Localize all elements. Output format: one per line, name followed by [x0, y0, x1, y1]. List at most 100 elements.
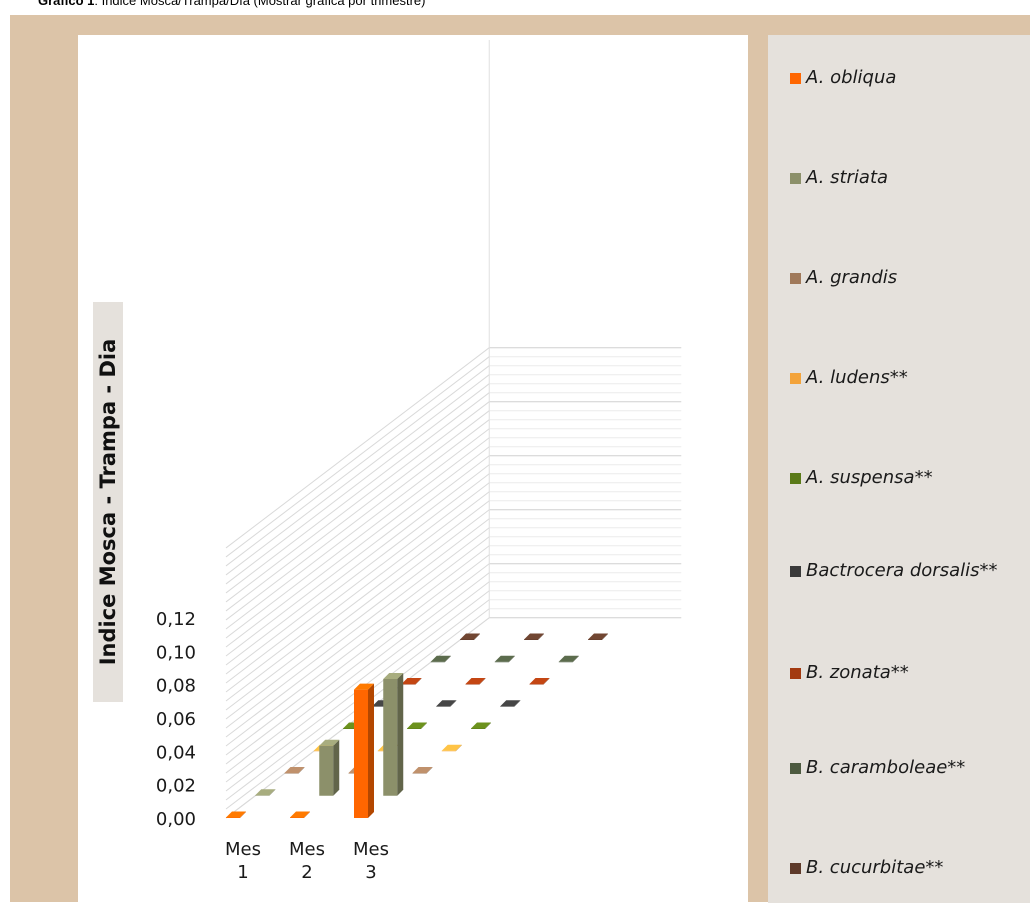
x-category-label: 3: [365, 862, 376, 883]
legend-item: A. striata: [790, 165, 1020, 190]
legend-item: A. obliqua: [790, 65, 1020, 90]
bar-top: [284, 767, 305, 773]
bar-top: [494, 655, 515, 662]
legend-swatch: [790, 763, 801, 774]
side-wall-gridline: [225, 347, 490, 549]
bar-front: [460, 639, 474, 640]
side-wall-gridline: [225, 392, 490, 594]
bar-front: [430, 661, 445, 663]
x-category-label: 1: [237, 862, 248, 883]
bar-top: [255, 789, 276, 796]
legend-swatch: [790, 373, 801, 384]
legend-swatch: [790, 863, 801, 874]
legend-item: A. ludens**: [790, 365, 1020, 390]
bar-side: [508, 655, 515, 663]
y-tick-label: 0,06: [156, 709, 196, 730]
side-wall-gridline: [225, 572, 490, 774]
legend-label: Bactrocera dorsalis**: [806, 560, 998, 581]
caption-text: : Índice Mosca/Trampa/Día (Mostrar gráfi…: [94, 0, 426, 8]
bar-side: [304, 811, 310, 818]
legend-item: B. zonata**: [790, 660, 1020, 685]
bar-side: [543, 678, 550, 685]
bar-front: [441, 750, 456, 752]
bar-side: [415, 678, 422, 685]
bar-front: [372, 706, 387, 707]
side-wall-gridline: [225, 581, 490, 783]
side-wall-gridline: [225, 464, 490, 666]
bar-side: [485, 722, 491, 729]
bar-top: [500, 700, 521, 707]
legend-swatch: [790, 73, 801, 84]
legend-label: B. caramboleae**: [806, 757, 966, 778]
side-wall-gridline: [225, 473, 490, 675]
bar-top: [465, 678, 486, 684]
bar-front: [319, 745, 334, 796]
bar-top: [460, 633, 480, 640]
side-wall-gridline: [225, 509, 490, 711]
bar-side: [368, 683, 374, 818]
y-tick-label: 0,10: [156, 642, 196, 663]
bar-side: [572, 655, 579, 663]
y-tick-label: 0,08: [156, 676, 196, 697]
legend-swatch: [790, 566, 801, 577]
legend-item: A. grandis: [790, 265, 1020, 290]
legend-label: A. suspensa**: [806, 467, 933, 488]
bar-front: [354, 689, 368, 818]
legend-label: A. striata: [806, 167, 889, 188]
bar-front: [412, 773, 427, 774]
x-category-label: Mes: [353, 839, 389, 860]
bar-side: [397, 673, 404, 796]
bar-front: [226, 817, 240, 818]
side-wall-gridline: [225, 365, 490, 567]
bar-top: [529, 678, 550, 684]
bar-top: [354, 683, 374, 690]
bar-top: [401, 678, 422, 684]
bar-front: [436, 706, 451, 707]
side-wall-gridline: [225, 437, 490, 639]
y-tick-label: 0,00: [156, 809, 196, 830]
bar-front: [284, 773, 299, 774]
side-wall-gridline: [225, 518, 490, 720]
side-wall-gridline: [225, 410, 490, 612]
bar-side: [444, 655, 451, 663]
bar-front: [255, 795, 270, 796]
bar-side: [538, 633, 544, 640]
side-wall-gridline: [225, 554, 490, 756]
y-tick-label: 0,04: [156, 742, 196, 763]
bar-top: [436, 700, 457, 707]
bar-top: [383, 673, 404, 680]
legend-swatch: [790, 473, 801, 484]
bar-front: [558, 661, 573, 663]
bar-front: [343, 728, 357, 729]
legend-item: B. cucurbitae**: [790, 855, 1020, 880]
legend-label: B. zonata**: [806, 662, 909, 683]
legend-item: A. suspensa**: [790, 465, 1020, 490]
bar-side: [298, 767, 305, 774]
side-wall-gridline: [225, 527, 490, 729]
y-tick-label: 0,12: [156, 609, 196, 630]
bar-side: [333, 739, 340, 796]
bar-side: [474, 633, 480, 640]
bar-top: [471, 722, 491, 729]
side-wall-gridline: [225, 491, 490, 693]
legend-item: B. caramboleae**: [790, 755, 1020, 780]
bar-side: [421, 722, 427, 729]
bar-top: [407, 722, 427, 729]
x-category-label: Mes: [225, 839, 261, 860]
side-wall-gridline: [225, 401, 490, 603]
legend-label: B. cucurbitae**: [806, 857, 944, 878]
bar-side: [455, 744, 462, 752]
bar-front: [465, 684, 480, 685]
side-wall-gridline: [225, 545, 490, 747]
legend-label: A. grandis: [806, 267, 898, 288]
bar-front: [383, 679, 398, 796]
bar-front: [407, 728, 421, 729]
bar-side: [479, 678, 486, 685]
legend: A. obliqua A. striata A. grandis A. ludens*…: [768, 35, 1030, 903]
y-tick-label: 0,02: [156, 776, 196, 797]
side-wall-gridline: [225, 455, 490, 657]
bar-side: [240, 811, 246, 818]
bar-side: [514, 700, 521, 707]
bar-top: [441, 744, 462, 751]
